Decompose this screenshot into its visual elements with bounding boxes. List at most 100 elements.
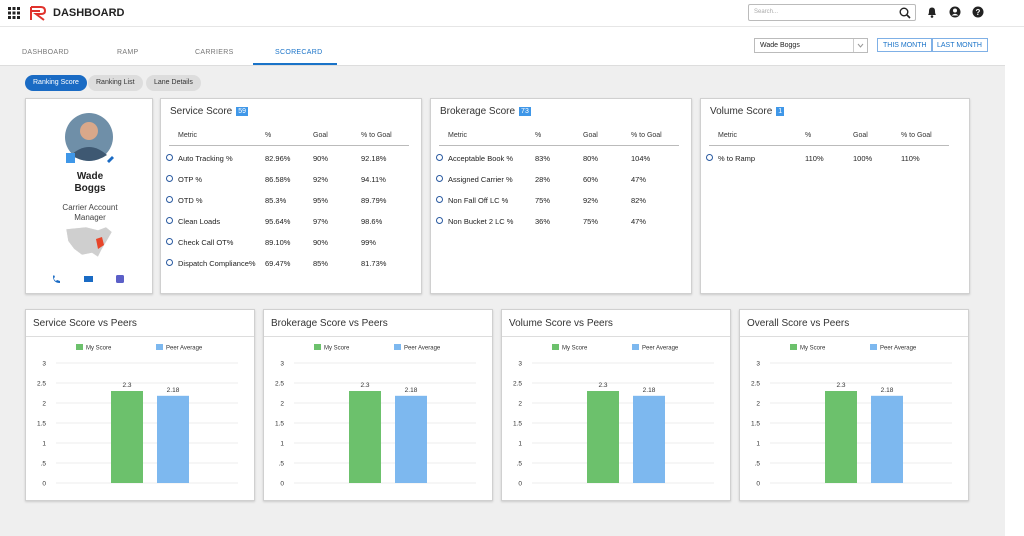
bar-chart: 0 .5 1 1.5 2 2.5 3 My Score 2.3 Peer Average 2.18 [275, 344, 476, 488]
legend-label: My Score [324, 346, 350, 352]
user-select[interactable]: Wade Boggs [754, 38, 868, 53]
column-header: Goal [313, 132, 328, 139]
column-header: Metric [448, 132, 468, 139]
info-icon[interactable] [436, 175, 443, 182]
nav-tab[interactable]: DASHBOARD [22, 49, 70, 56]
table-cell: 28% [535, 175, 551, 184]
subtab[interactable]: Ranking Score [25, 75, 87, 91]
y-tick-label: 0 [756, 481, 760, 488]
bar [395, 395, 427, 483]
table-cell: 104% [631, 154, 651, 163]
nav-tab[interactable]: SCORECARD [275, 49, 323, 56]
y-tick-label: 2.5 [513, 381, 522, 388]
avatar-body [71, 147, 107, 161]
table-cell: 85.3% [265, 196, 287, 205]
chart-divider [502, 336, 730, 337]
legend-label: Peer Average [404, 346, 441, 352]
help-icon[interactable]: ? [972, 6, 984, 18]
table-cell: Dispatch Compliance% [178, 259, 256, 268]
bar [871, 395, 903, 483]
data-label: 2.3 [836, 382, 845, 389]
table-cell: 81.73% [361, 259, 387, 268]
nav-tab[interactable]: CARRIERS [195, 49, 234, 56]
phone-icon [53, 275, 60, 283]
legend-label: Peer Average [166, 346, 203, 352]
svg-text:?: ? [976, 8, 981, 17]
info-icon[interactable] [436, 196, 443, 203]
bar [349, 391, 381, 483]
score-badge: 59 [236, 107, 249, 116]
nav-tab[interactable]: RAMP [117, 49, 139, 56]
table-cell: 80% [583, 154, 599, 163]
chart-title: Brokerage Score vs Peers [271, 318, 388, 329]
bar [633, 395, 665, 483]
legend-label: My Score [562, 346, 588, 352]
info-icon[interactable] [436, 154, 443, 161]
teams-icon [116, 275, 124, 283]
table-cell: 92.18% [361, 154, 387, 163]
avatar-face [80, 122, 98, 140]
legend-label: Peer Average [880, 346, 917, 352]
info-icon[interactable] [166, 154, 173, 161]
active-tab-indicator [253, 63, 337, 65]
y-tick-label: 2.5 [275, 381, 284, 388]
table-cell: 100% [853, 154, 873, 163]
info-icon[interactable] [706, 154, 713, 161]
chart-card: Service Score vs Peers 0 .5 1 1.5 2 2.5 3 My Sco… [25, 309, 255, 501]
score-card-title: Service Score 59 [170, 106, 249, 117]
chart-divider [26, 336, 254, 337]
legend-swatch [156, 344, 163, 350]
y-tick-label: 3 [42, 361, 46, 368]
notifications-icon[interactable] [926, 6, 938, 18]
legend-swatch [552, 344, 559, 350]
score-card: Brokerage Score 73 Metric% Goal % to Goal Acc… [430, 98, 692, 294]
data-label: 2.18 [405, 387, 418, 394]
y-tick-label: .5 [279, 461, 285, 468]
period-button[interactable]: THIS MONTH [877, 38, 933, 52]
y-tick-label: 0 [42, 481, 46, 488]
chart-card: Overall Score vs Peers 0 .5 1 1.5 2 2.5 3 My Sco… [739, 309, 969, 501]
apps-icon[interactable] [8, 7, 20, 19]
bar [157, 395, 189, 483]
bar-chart: 0 .5 1 1.5 2 2.5 3 My Score 2.3 Peer Average 2.18 [37, 344, 238, 488]
y-tick-label: 1 [756, 441, 760, 448]
profile-role: Carrier Account Manager [62, 203, 118, 222]
info-icon[interactable] [166, 196, 173, 203]
bar-chart: 0 .5 1 1.5 2 2.5 3 My Score 2.3 Peer Average 2.18 [751, 344, 952, 488]
y-tick-label: 3 [518, 361, 522, 368]
info-icon[interactable] [166, 175, 173, 182]
table-cell: 110% [805, 154, 824, 163]
data-label: 2.18 [881, 387, 894, 394]
info-icon[interactable] [166, 259, 173, 266]
score-badge: 73 [519, 107, 531, 116]
account-icon[interactable] [949, 6, 961, 18]
avatar-badge [66, 153, 75, 163]
chart-title: Volume Score vs Peers [509, 318, 613, 329]
column-header: % [265, 132, 272, 139]
subtab[interactable]: Lane Details [146, 75, 201, 91]
legend-swatch [632, 344, 639, 350]
table-cell: 94.11% [361, 175, 386, 184]
y-tick-label: 2.5 [37, 381, 46, 388]
data-label: 2.3 [598, 382, 607, 389]
table-cell: Non Bucket 2 LC % [448, 217, 514, 226]
y-tick-label: 0 [280, 481, 284, 488]
table-cell: OTD % [178, 196, 203, 205]
info-icon[interactable] [166, 238, 173, 245]
chart-title: Overall Score vs Peers [747, 318, 850, 329]
info-icon[interactable] [436, 217, 443, 224]
chart-divider [264, 336, 492, 337]
y-tick-label: 2 [42, 401, 46, 408]
table-cell: OTP % [178, 175, 203, 184]
legend-label: My Score [800, 346, 826, 352]
y-tick-label: .5 [755, 461, 761, 468]
search-box[interactable]: Search... [748, 4, 916, 21]
subtab[interactable]: Ranking List [88, 75, 143, 91]
bar [587, 391, 619, 483]
search-icon[interactable] [899, 7, 911, 19]
column-header: Goal [853, 132, 868, 139]
info-icon[interactable] [166, 217, 173, 224]
table-cell: Clean Loads [178, 217, 221, 226]
period-button[interactable]: LAST MONTH [931, 38, 988, 52]
table-cell: 82% [631, 196, 647, 205]
